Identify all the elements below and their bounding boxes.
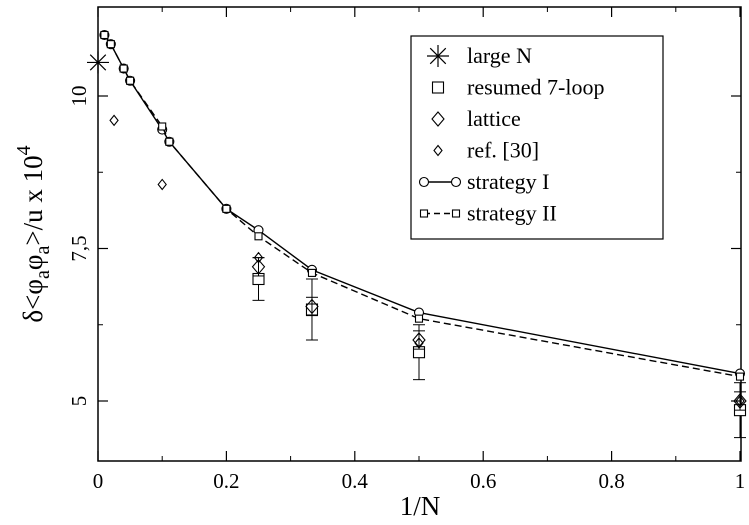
x-tick-label: 0.8 xyxy=(598,469,624,493)
series-layer xyxy=(87,29,747,439)
legend-label-lattice: lattice xyxy=(467,106,521,131)
legend-label-large-n: large N xyxy=(467,43,532,68)
legend-marker-resumed-7-loop xyxy=(431,81,445,94)
legend-marker-ref-30 xyxy=(433,144,443,157)
legend-label-strategy-ii: strategy II xyxy=(467,201,557,226)
lattice-point xyxy=(733,393,747,409)
ref-30-point xyxy=(735,395,745,407)
strategy-ii-point xyxy=(254,232,263,241)
lattice-point xyxy=(251,258,266,275)
series-lattice xyxy=(251,257,747,411)
axis-ticks: 0 0.2 0.4 0.6 0.8 1 5 7,5 10 xyxy=(67,7,745,493)
lattice-point xyxy=(412,332,426,348)
x-tick-label: 0.4 xyxy=(342,469,369,493)
legend-label-resumed-7-loop: resumed 7-loop xyxy=(467,75,604,100)
strategy-ii-point xyxy=(126,76,135,85)
ref-30-point xyxy=(414,337,424,349)
y-tick-label: 5 xyxy=(67,396,91,407)
series-ref-30 xyxy=(109,114,745,407)
legend-label-ref-30: ref. [30] xyxy=(467,138,539,163)
x-tick-label: 0 xyxy=(93,469,104,493)
legend-box xyxy=(410,35,664,240)
legend-marker-strategy-i xyxy=(418,176,430,188)
x-tick-label: 1 xyxy=(735,469,746,493)
legend-marker-strategy-ii xyxy=(419,209,429,218)
legend-item-large-n: large N xyxy=(427,43,532,68)
y-tick-label: 7,5 xyxy=(67,235,91,261)
legend-item-lattice: lattice xyxy=(431,106,521,131)
series-resumed-7-loop xyxy=(252,257,747,439)
strategy-ii-point xyxy=(106,40,115,49)
series-strategy-ii xyxy=(100,30,745,381)
strategy-ii-point xyxy=(222,204,231,213)
ref-30-point xyxy=(109,114,119,127)
ref-30-point xyxy=(157,178,167,191)
y-axis-title: δ<φaφa>/u x 104 xyxy=(13,145,54,322)
strategy-ii-point xyxy=(414,314,424,323)
legend-item-ref-30: ref. [30] xyxy=(433,138,539,163)
legend: large N resumed 7-loop lattice ref. [30] str… xyxy=(410,35,664,240)
legend-item-resumed-7-loop: resumed 7-loop xyxy=(431,75,604,100)
legend-marker-lattice xyxy=(431,111,445,127)
y-tick-label: 10 xyxy=(67,86,91,107)
strategy-ii-point xyxy=(158,122,167,131)
x-tick-label: 0.2 xyxy=(213,469,239,493)
legend-marker-strategy-i xyxy=(450,176,462,188)
large-n-point xyxy=(89,54,107,71)
legend-item-strategy-ii: strategy II xyxy=(419,201,557,226)
series-large-n xyxy=(87,51,109,74)
legend-item-strategy-i: strategy I xyxy=(418,169,549,194)
ref-30-point xyxy=(253,251,264,264)
legend-label-strategy-i: strategy I xyxy=(467,169,549,194)
x-axis-title: 1/N xyxy=(400,491,441,521)
legend-marker-strategy-ii xyxy=(451,209,461,218)
x-tick-label: 0.6 xyxy=(470,469,496,493)
strategy-ii-point xyxy=(165,137,174,146)
strategy-ii-point xyxy=(735,372,745,381)
strategy-ii-point xyxy=(100,30,109,40)
strategy-ii-point xyxy=(119,64,128,73)
strategy-ii-point xyxy=(307,268,317,277)
lattice-point xyxy=(305,298,319,315)
legend-marker-large-n xyxy=(429,47,447,65)
